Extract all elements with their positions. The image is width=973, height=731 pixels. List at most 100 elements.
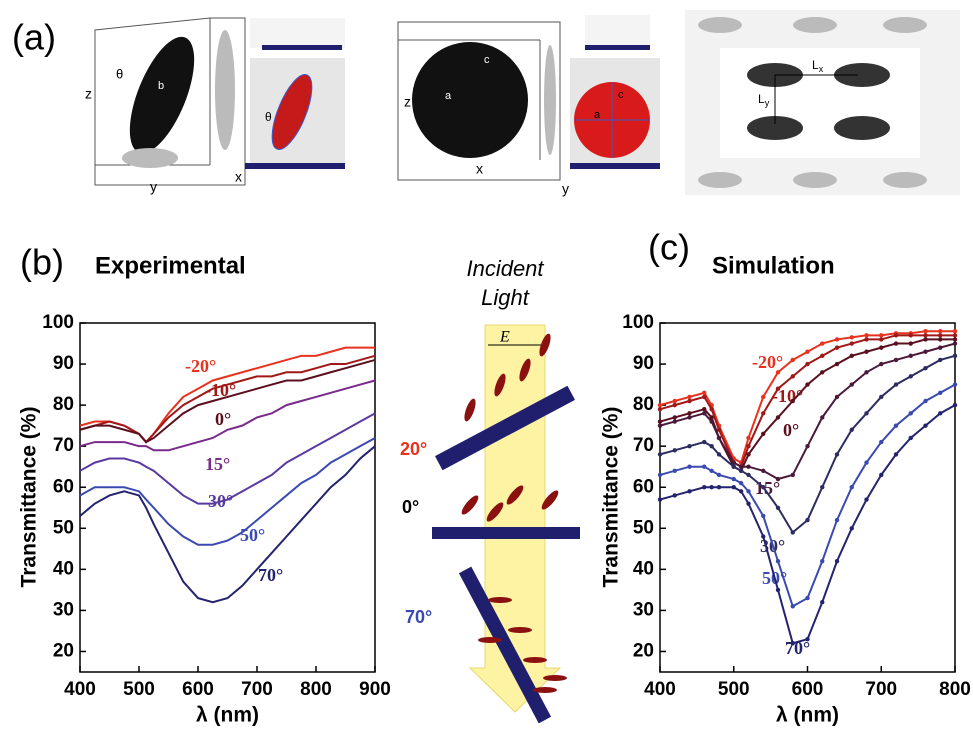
point [702, 390, 707, 395]
point [923, 333, 928, 338]
point [834, 517, 840, 523]
plot-frame [79, 322, 376, 673]
panel-a-cylinders-1 [245, 18, 345, 169]
point [908, 374, 913, 379]
point [805, 382, 810, 387]
panel-label: (c) [648, 227, 690, 268]
point [746, 435, 751, 441]
series-line [79, 358, 376, 444]
point [952, 341, 958, 346]
lattice-label: Ly [758, 92, 770, 108]
series-label: 70° [785, 638, 810, 658]
point [657, 497, 663, 502]
point [820, 415, 825, 420]
point [775, 370, 781, 375]
point [908, 411, 913, 416]
point [672, 419, 677, 424]
series-line [79, 354, 376, 444]
y-tick-label: 50 [53, 517, 74, 538]
point [687, 489, 692, 494]
point [805, 595, 810, 601]
point [702, 411, 707, 416]
point [908, 353, 913, 359]
point [938, 411, 943, 416]
point [805, 443, 810, 449]
point [672, 398, 677, 404]
point [938, 333, 943, 338]
y-tick-label: 20 [633, 640, 654, 661]
y-tick-label: 70 [633, 435, 654, 456]
x-tick-label: 900 [359, 679, 391, 700]
point [672, 415, 677, 420]
series-label: 70° [258, 565, 283, 585]
point [908, 435, 913, 441]
point [790, 472, 795, 478]
x-tick-label: 800 [939, 679, 971, 700]
x-tick-label: 700 [865, 679, 897, 700]
angle-label: 20° [400, 439, 427, 459]
point [738, 489, 744, 494]
point [761, 394, 766, 400]
point [731, 476, 736, 482]
series-label: -10° [772, 386, 803, 406]
point [702, 485, 707, 490]
point [761, 431, 766, 437]
point [702, 407, 707, 412]
symbol: b [158, 80, 164, 92]
point [820, 370, 825, 375]
point [709, 485, 714, 490]
panel-label: (a) [12, 17, 56, 58]
point [923, 365, 928, 371]
y-tick-label: 20 [53, 640, 74, 661]
point [657, 402, 663, 408]
series-label: -20° [185, 356, 216, 376]
point [687, 415, 692, 420]
y-tick-label: 30 [633, 599, 654, 620]
point [952, 337, 958, 342]
symbol: c [618, 89, 624, 101]
projection [122, 148, 178, 168]
point [731, 460, 736, 465]
point [731, 464, 736, 469]
point [893, 333, 899, 338]
series-line [79, 445, 376, 604]
point [687, 443, 692, 449]
point [761, 468, 766, 474]
y-tick-label: 40 [633, 558, 654, 579]
point [672, 402, 677, 408]
symbol: c [484, 54, 490, 66]
point [709, 419, 714, 424]
point [761, 534, 766, 539]
point [716, 427, 722, 432]
point [864, 333, 869, 338]
point [864, 497, 869, 502]
point [775, 587, 781, 593]
point [709, 415, 714, 420]
point [657, 419, 663, 424]
particle [129, 36, 195, 154]
point [849, 382, 854, 387]
point [746, 501, 751, 506]
symbol: θ [116, 66, 123, 81]
axis-label: z [85, 86, 92, 102]
point [746, 452, 751, 457]
point [849, 341, 854, 346]
point [672, 493, 677, 498]
point [790, 530, 795, 535]
point [716, 472, 722, 478]
point [849, 353, 854, 359]
point [657, 407, 663, 412]
point [672, 468, 677, 474]
series-line [659, 383, 956, 608]
series-label: -10° [205, 380, 236, 400]
point [716, 485, 722, 490]
x-axis-title: λ (nm) [196, 704, 259, 727]
point [849, 526, 854, 531]
point [952, 329, 958, 334]
field-label: E [499, 329, 510, 346]
point [775, 415, 781, 420]
axis-label: y [150, 179, 157, 195]
point [864, 337, 869, 342]
y-tick-label: 100 [42, 312, 74, 333]
